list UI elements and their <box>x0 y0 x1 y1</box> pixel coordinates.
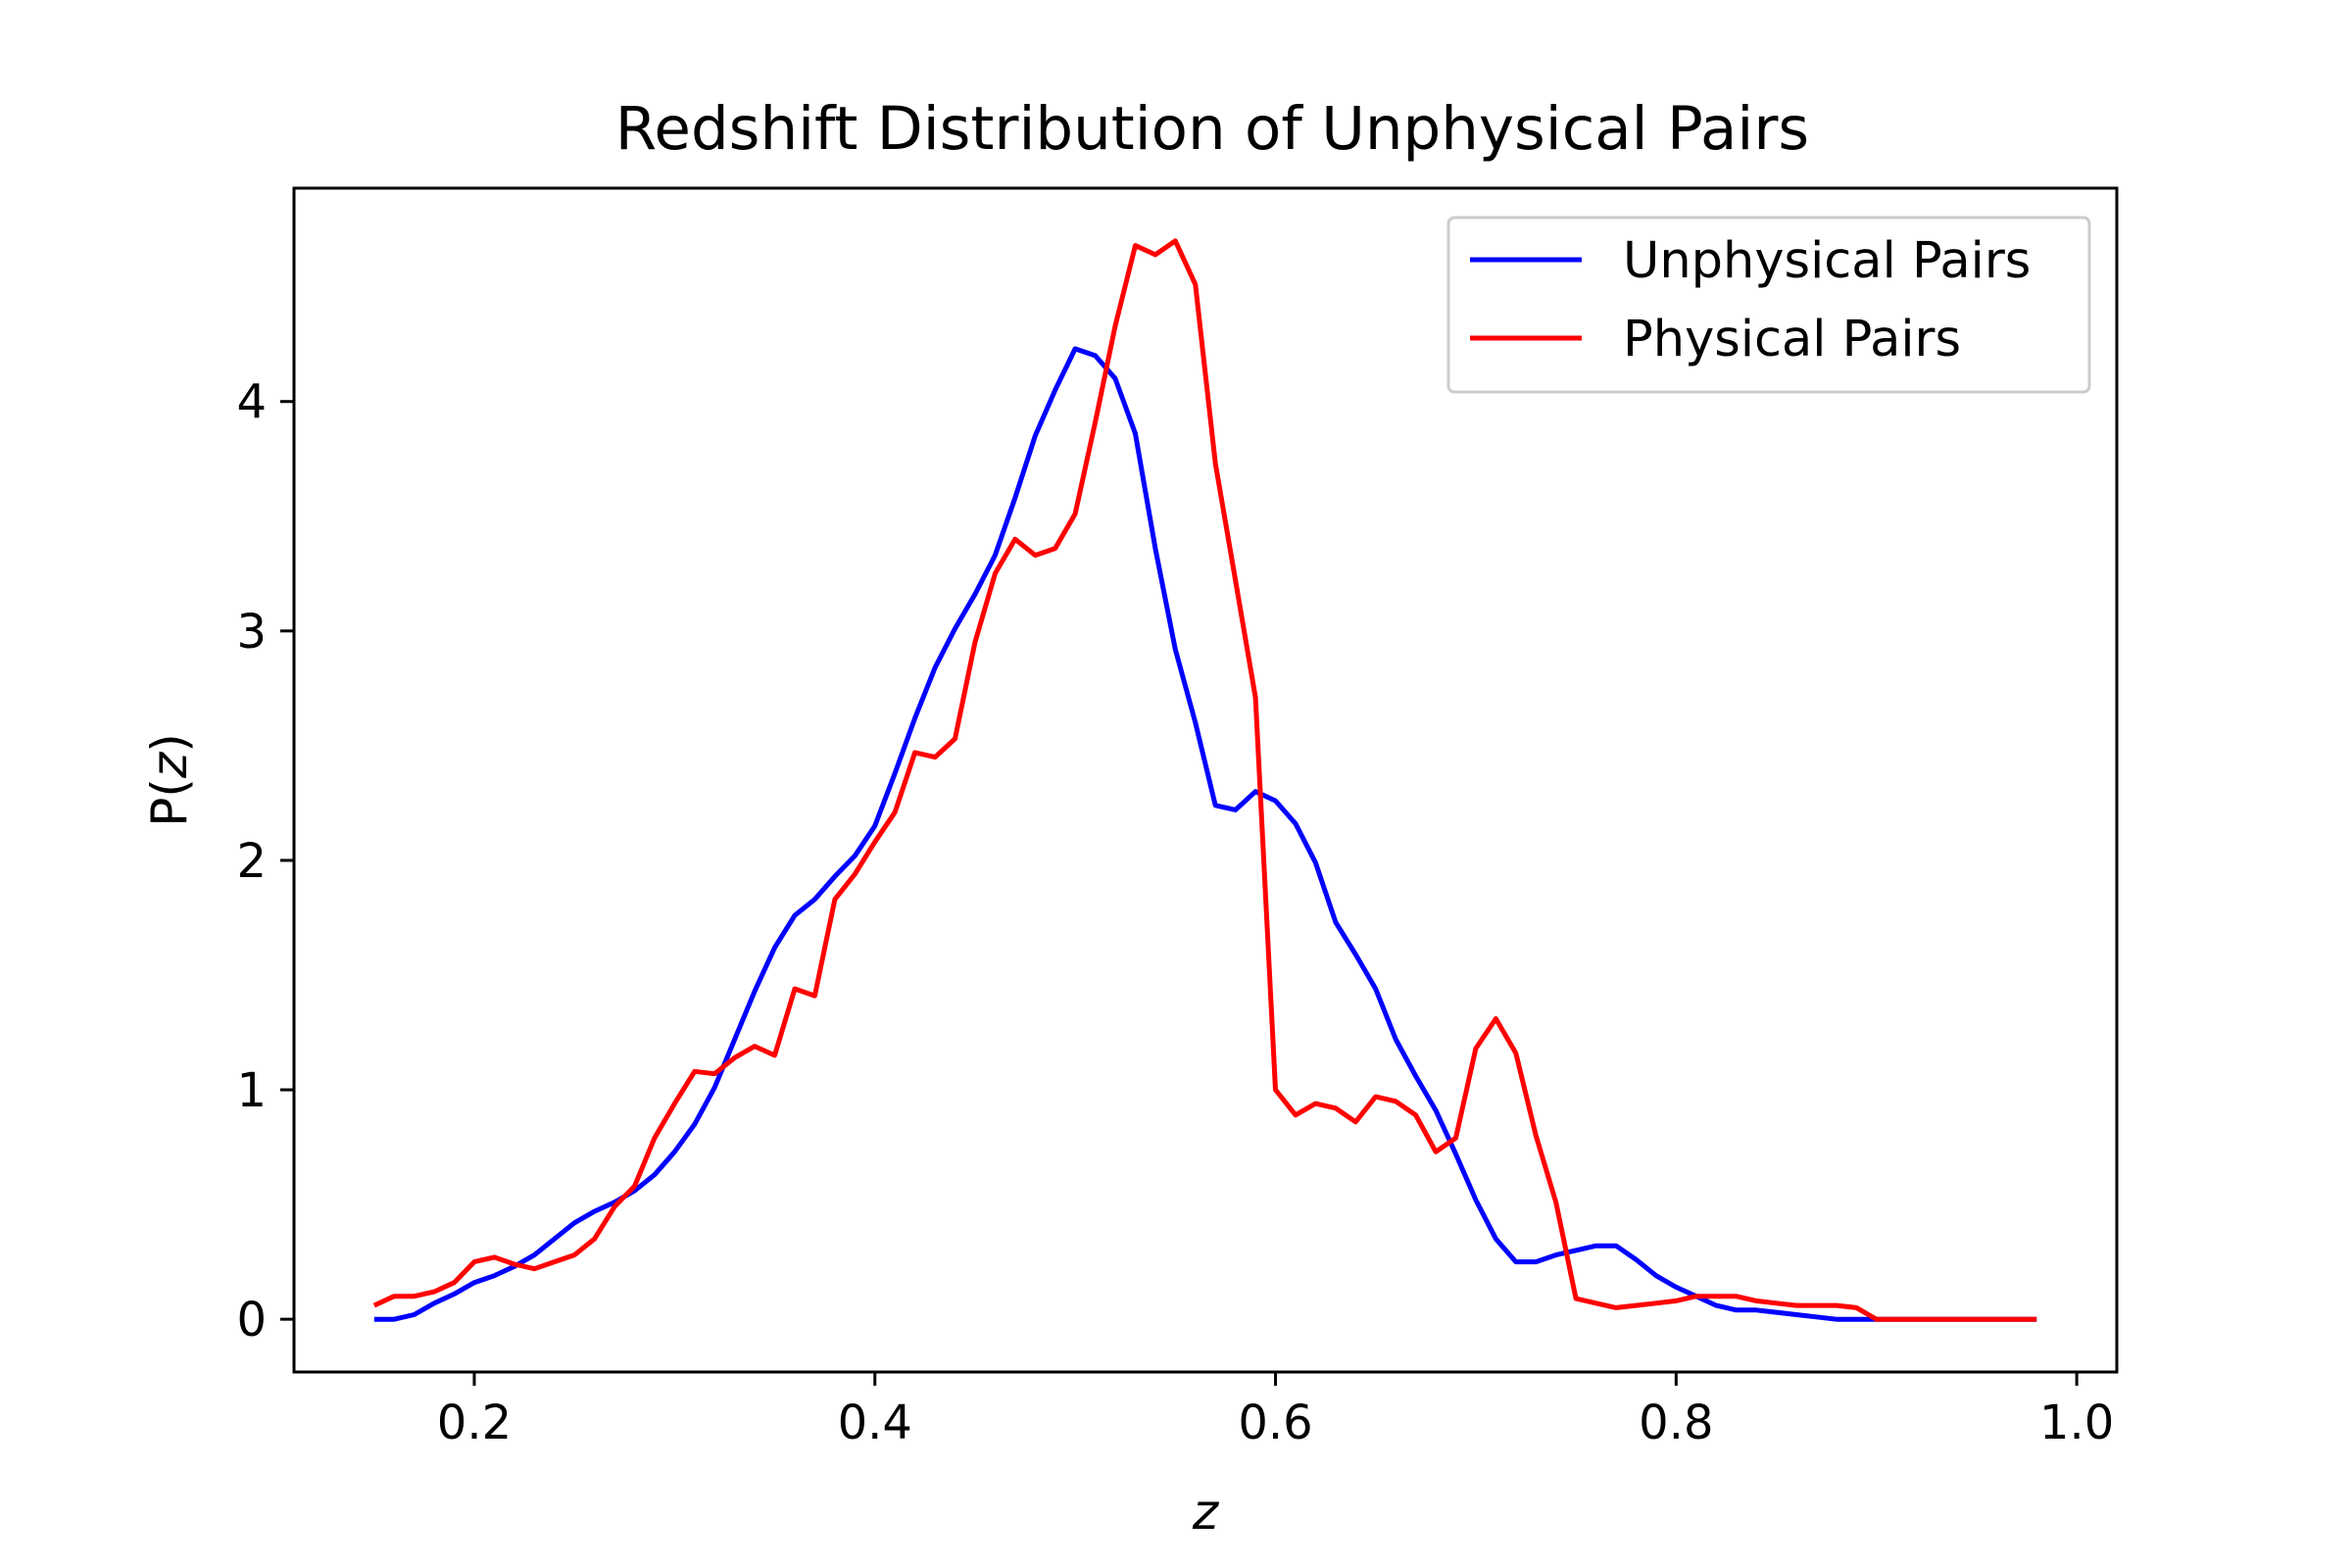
legend-label-unphysical: Unphysical Pairs <box>1623 232 2031 290</box>
legend: Unphysical Pairs Physical Pairs <box>1446 216 2091 394</box>
series-layer <box>372 238 2037 1322</box>
x-axis-ticks: 0.2 0.4 0.6 0.8 1.0 <box>437 1372 2114 1450</box>
y-tick-label: 4 <box>236 375 267 430</box>
y-axis-ticks: 0 1 2 3 4 <box>236 375 294 1348</box>
x-tick-label: 0.6 <box>1238 1396 1312 1450</box>
series-line-unphysical-pairs <box>373 346 2037 1322</box>
chart-title: Redshift Distribution of Unphysical Pair… <box>615 94 1809 164</box>
legend-label-physical: Physical Pairs <box>1623 311 1961 368</box>
x-axis-label: z <box>1192 1484 1220 1541</box>
legend-box <box>1446 216 2091 394</box>
x-tick-label: 0.8 <box>1639 1396 1713 1450</box>
y-tick-label: 3 <box>236 605 267 660</box>
y-tick-label: 2 <box>236 834 267 889</box>
x-tick-label: 0.4 <box>838 1396 912 1450</box>
x-tick-label: 1.0 <box>2039 1396 2114 1450</box>
y-tick-label: 1 <box>236 1063 267 1118</box>
x-tick-label: 0.2 <box>437 1396 512 1450</box>
series-line-physical-pairs <box>372 238 2037 1322</box>
y-tick-label: 0 <box>236 1293 267 1348</box>
y-axis-label: P(z) <box>141 733 198 826</box>
plot-frame <box>292 186 2119 1374</box>
